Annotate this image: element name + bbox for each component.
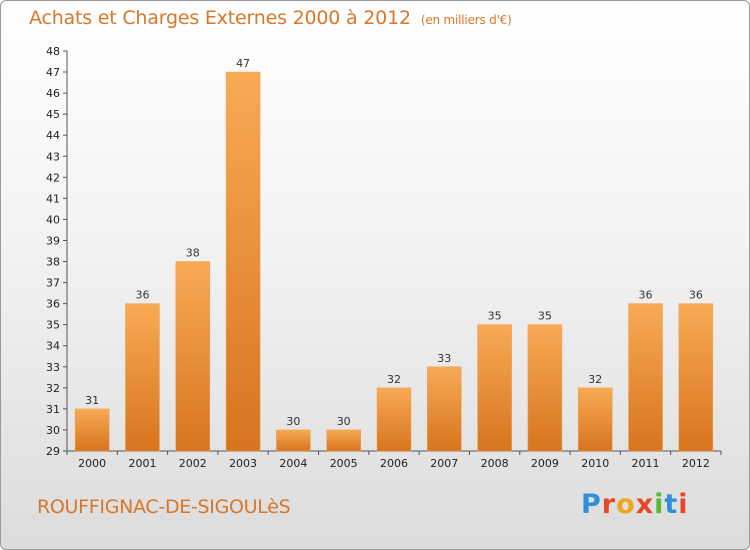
- value-label: 47: [236, 57, 250, 70]
- bar-2000: [74, 408, 110, 452]
- bar-2011: [628, 303, 663, 452]
- x-tick-label: 2007: [430, 457, 458, 470]
- bar-2006: [376, 387, 412, 452]
- y-tick-label: 40: [46, 213, 60, 226]
- x-tick-label: 2010: [581, 457, 609, 470]
- bar-2004: [276, 429, 311, 452]
- x-tick-label: 2012: [682, 457, 710, 470]
- value-label: 30: [337, 415, 351, 428]
- y-tick-label: 31: [46, 403, 60, 416]
- value-label: 36: [689, 289, 703, 302]
- y-tick-label: 47: [46, 66, 60, 79]
- logo-letter: t: [664, 489, 679, 520]
- chart-unit: (en milliers d'€): [420, 13, 512, 27]
- bar-2012: [678, 303, 714, 452]
- bar-2001: [125, 303, 160, 452]
- bar-2007: [427, 366, 462, 452]
- x-tick-label: 2005: [330, 457, 358, 470]
- y-tick-label: 46: [46, 87, 60, 100]
- y-tick-label: 42: [46, 171, 60, 184]
- y-tick-label: 29: [46, 445, 60, 458]
- value-label: 35: [488, 310, 502, 323]
- y-tick-label: 41: [46, 192, 60, 205]
- bar-2002: [175, 261, 211, 452]
- commune-name: ROUFFIGNAC-DE-SIGOULèS: [37, 496, 291, 518]
- y-tick-label: 36: [46, 298, 60, 311]
- y-tick-label: 43: [46, 150, 60, 163]
- value-label: 30: [286, 415, 300, 428]
- x-tick-label: 2011: [632, 457, 660, 470]
- logo-letter: x: [635, 489, 655, 520]
- x-tick-label: 2004: [279, 457, 307, 470]
- bar-2008: [477, 324, 512, 452]
- bar-2009: [527, 324, 563, 452]
- y-tick-label: 44: [46, 129, 60, 142]
- x-tick-label: 2009: [531, 457, 559, 470]
- logo-letter: r: [601, 489, 617, 520]
- value-label: 32: [387, 373, 401, 386]
- value-label: 35: [538, 310, 552, 323]
- chart-title: Achats et Charges Externes 2000 à 2012 (e…: [29, 7, 512, 29]
- y-tick-label: 45: [46, 108, 60, 121]
- y-tick-label: 35: [46, 319, 60, 332]
- logo-letter: o: [616, 489, 636, 520]
- logo-letter: P: [581, 489, 602, 520]
- logo-letter: i: [678, 489, 689, 520]
- value-label: 38: [186, 247, 200, 260]
- value-label: 33: [437, 352, 451, 365]
- bar-2003: [225, 71, 261, 452]
- y-tick-label: 32: [46, 382, 60, 395]
- logo-letter: i: [654, 489, 665, 520]
- value-label: 32: [588, 373, 602, 386]
- x-tick-label: 2003: [229, 457, 257, 470]
- x-tick-label: 2008: [481, 457, 509, 470]
- bar-2005: [326, 429, 361, 452]
- x-tick-label: 2006: [380, 457, 408, 470]
- y-tick-label: 39: [46, 234, 60, 247]
- value-label: 31: [85, 394, 99, 407]
- y-tick-label: 37: [46, 277, 60, 290]
- x-tick-label: 2000: [78, 457, 106, 470]
- y-tick-label: 34: [46, 340, 60, 353]
- bar-2010: [577, 387, 613, 452]
- x-tick-label: 2002: [179, 457, 207, 470]
- y-tick-label: 33: [46, 361, 60, 374]
- chart-title-text: Achats et Charges Externes 2000 à 2012: [29, 7, 411, 29]
- value-label: 36: [639, 289, 653, 302]
- proxiti-logo: Proxiti: [581, 489, 689, 520]
- y-tick-label: 30: [46, 424, 60, 437]
- y-tick-label: 38: [46, 256, 60, 269]
- y-tick-label: 48: [46, 45, 60, 58]
- value-label: 36: [135, 289, 149, 302]
- x-tick-label: 2001: [128, 457, 156, 470]
